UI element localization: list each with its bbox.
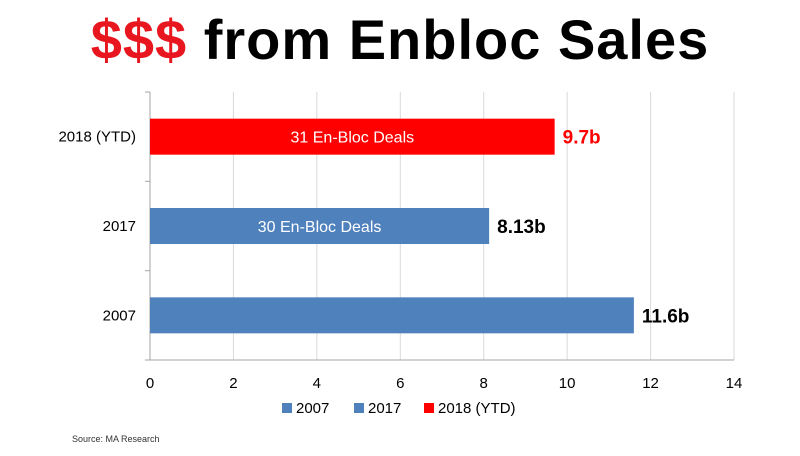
source-note: Source: MA Research [72,434,160,444]
bar [150,118,555,155]
bar [150,208,490,244]
legend-label: 2017 [368,400,401,417]
title-dollars: $$$ [90,8,188,71]
data-label: 8.13b [497,217,546,238]
bar-inner-label: 31 En-Bloc Deals [291,130,415,147]
category-label: 2017 [103,218,136,235]
x-tick-label: 14 [726,375,743,392]
x-tick-label: 2 [229,375,237,392]
x-tick-label: 0 [146,375,154,392]
legend-swatch [424,403,434,413]
category-label: 2018 (YTD) [58,129,136,146]
data-label: 9.7b [563,128,601,149]
bar [150,297,634,334]
x-tick-label: 4 [313,375,321,392]
category-label: 2007 [103,307,136,324]
x-tick-label: 12 [642,375,659,392]
legend-label: 2007 [296,400,329,417]
x-tick-label: 10 [559,375,576,392]
legend-swatch [282,403,292,413]
legend-swatch [354,403,364,413]
data-label: 11.6b [642,306,690,327]
chart-title: $$$ from Enbloc Sales [0,4,800,76]
bar-inner-label: 30 En-Bloc Deals [258,219,382,236]
title-text: from Enbloc Sales [203,8,710,71]
x-tick-label: 8 [480,375,488,392]
x-tick-label: 6 [396,375,404,392]
legend-label: 2018 (YTD) [438,400,516,417]
